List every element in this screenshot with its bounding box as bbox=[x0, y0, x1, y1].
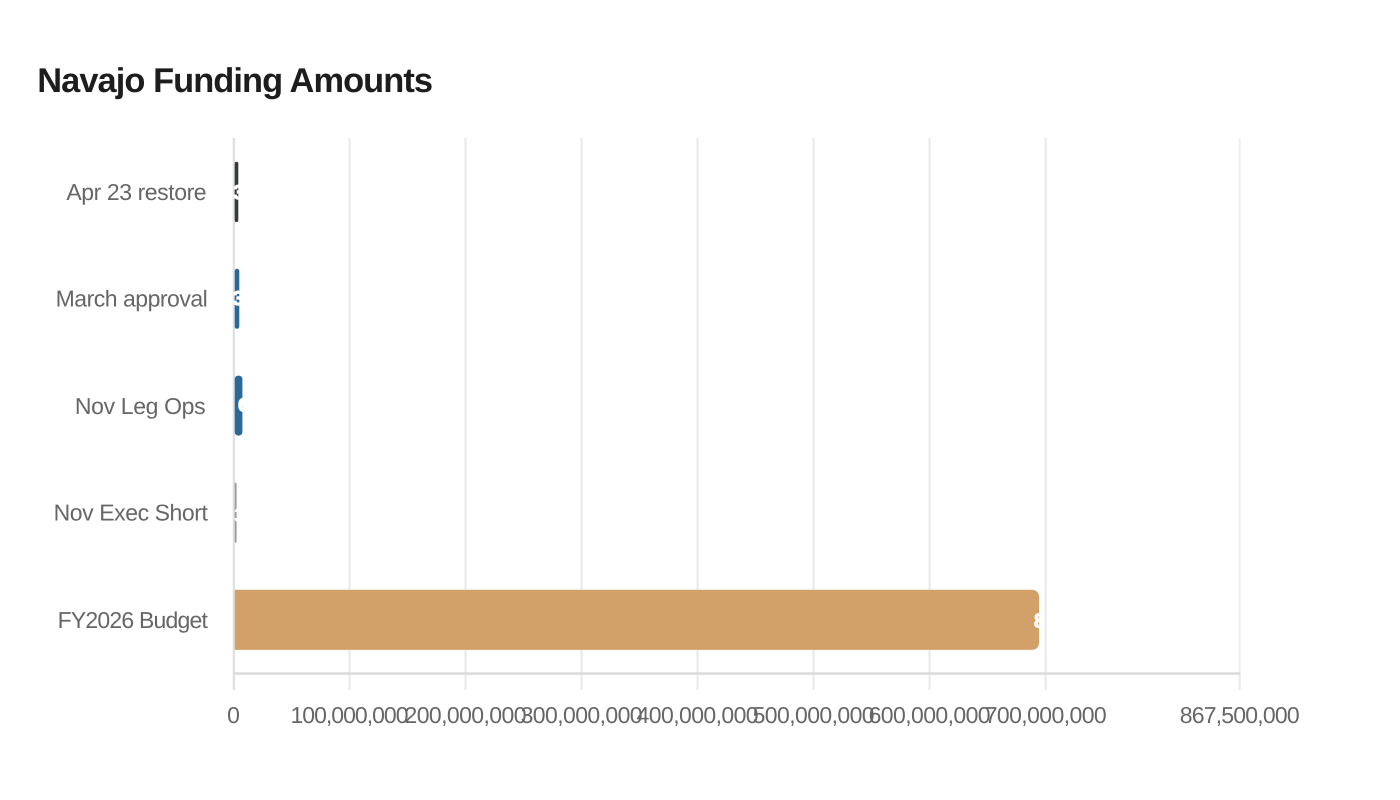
svg-text:400,000,000: 400,000,000 bbox=[637, 702, 759, 728]
svg-text:3,600,000: 3,600,000 bbox=[234, 505, 323, 527]
svg-text:0: 0 bbox=[227, 702, 240, 728]
svg-text:March approval: March approval bbox=[56, 285, 208, 311]
svg-text:300,000,000: 300,000,000 bbox=[521, 702, 643, 728]
svg-text:Nov Leg Ops: Nov Leg Ops bbox=[75, 393, 206, 419]
svg-text:3,900,000: 3,900,000 bbox=[233, 288, 322, 310]
svg-text:Apr 23 restore: Apr 23 restore bbox=[66, 179, 206, 205]
svg-text:600,000,000: 600,000,000 bbox=[869, 702, 991, 728]
svg-text:867,500,000: 867,500,000 bbox=[1034, 610, 1145, 632]
svg-text:700,000,000: 700,000,000 bbox=[985, 702, 1107, 728]
svg-text:FY2026 Budget: FY2026 Budget bbox=[58, 607, 209, 633]
svg-text:Navajo Funding Amounts: Navajo Funding Amounts bbox=[37, 62, 433, 100]
svg-text:500,000,000: 500,000,000 bbox=[753, 702, 875, 728]
svg-text:3,900,000: 3,900,000 bbox=[233, 182, 322, 204]
svg-text:867,500,000: 867,500,000 bbox=[1180, 702, 1300, 728]
svg-text:Nov Exec Short: Nov Exec Short bbox=[54, 500, 209, 526]
svg-text:200,000,000: 200,000,000 bbox=[405, 702, 527, 728]
svg-text:100,000,000: 100,000,000 bbox=[291, 702, 409, 728]
svg-text:6,900,000: 6,900,000 bbox=[238, 395, 318, 415]
